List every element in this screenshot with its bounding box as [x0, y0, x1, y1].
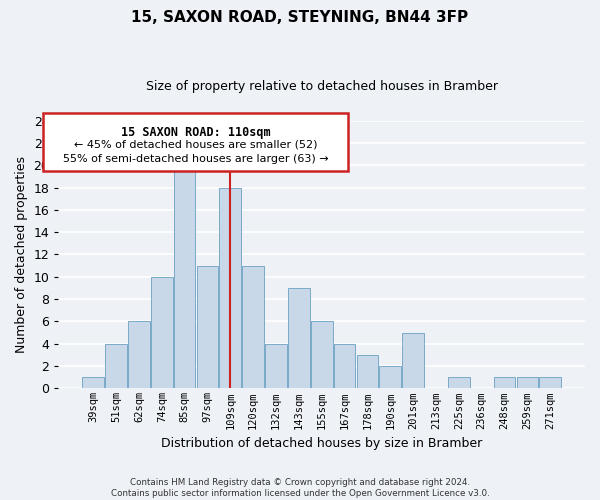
Text: ← 45% of detached houses are smaller (52): ← 45% of detached houses are smaller (52…	[74, 140, 317, 149]
Y-axis label: Number of detached properties: Number of detached properties	[15, 156, 28, 353]
Bar	[288, 288, 310, 388]
FancyBboxPatch shape	[43, 112, 348, 172]
Bar	[242, 266, 264, 388]
Bar	[494, 377, 515, 388]
Text: Contains HM Land Registry data © Crown copyright and database right 2024.
Contai: Contains HM Land Registry data © Crown c…	[110, 478, 490, 498]
Bar	[265, 344, 287, 389]
Bar	[402, 332, 424, 388]
Bar	[197, 266, 218, 388]
Text: 15, SAXON ROAD, STEYNING, BN44 3FP: 15, SAXON ROAD, STEYNING, BN44 3FP	[131, 10, 469, 25]
Bar	[174, 165, 196, 388]
Bar	[128, 322, 150, 388]
Text: 55% of semi-detached houses are larger (63) →: 55% of semi-detached houses are larger (…	[62, 154, 328, 164]
Bar	[448, 377, 470, 388]
Bar	[379, 366, 401, 388]
Bar	[334, 344, 355, 389]
X-axis label: Distribution of detached houses by size in Bramber: Distribution of detached houses by size …	[161, 437, 482, 450]
Bar	[539, 377, 561, 388]
Bar	[517, 377, 538, 388]
Bar	[151, 277, 173, 388]
Bar	[220, 188, 241, 388]
Bar	[311, 322, 332, 388]
Bar	[356, 355, 378, 388]
Bar	[105, 344, 127, 389]
Title: Size of property relative to detached houses in Bramber: Size of property relative to detached ho…	[146, 80, 498, 93]
Text: 15 SAXON ROAD: 110sqm: 15 SAXON ROAD: 110sqm	[121, 126, 270, 139]
Bar	[82, 377, 104, 388]
